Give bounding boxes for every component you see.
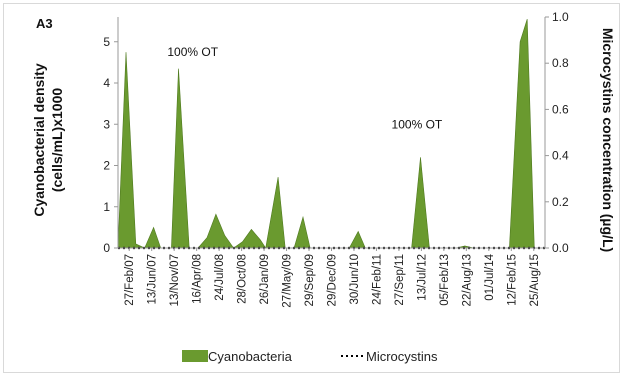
y-right-tick-label: 1.0: [552, 10, 569, 24]
legend-label-cyanobacteria: Cyanobacteria: [208, 349, 293, 364]
x-tick-label: 29/Dec/09: [327, 254, 339, 306]
y-left-tick-label: 0: [103, 241, 110, 255]
legend-label-microcystins: Microcystins: [366, 349, 438, 364]
x-tick-label: 13/Nov/07: [169, 254, 181, 306]
y-right-label: Microcystins concentration (µg/L): [600, 28, 616, 252]
x-tick-label: 30/Jun/10: [349, 254, 361, 305]
x-tick-label: 26/Jan/09: [259, 254, 271, 305]
annotation-label: 100% OT: [167, 45, 218, 59]
y-left-tick-label: 4: [103, 76, 110, 90]
y-left-tick-label: 3: [103, 117, 110, 131]
y-right-tick-label: 0.4: [552, 149, 569, 163]
x-tick-label: 01/Jul/14: [484, 253, 496, 300]
y-left-label-line1: Cyanobacterial density: [31, 63, 47, 216]
x-tick-label: 13/Jun/07: [147, 254, 159, 305]
x-tick-label: 28/Oct/08: [237, 254, 249, 304]
x-tick-label: 05/Feb/13: [439, 254, 451, 306]
x-tick-label: 24/Feb/11: [371, 254, 383, 305]
y-left-label-line2: (cells/mL)x1000: [49, 88, 65, 192]
y-left-tick-label: 1: [103, 200, 110, 214]
x-tick-label: 13/Jul/12: [416, 254, 428, 301]
y-right-tick-label: 0.0: [552, 241, 569, 255]
y-left-tick-label: 2: [103, 159, 110, 173]
y-right-tick-label: 0.6: [552, 102, 569, 116]
panel-label: A3: [36, 16, 53, 31]
x-tick-label: 12/Feb/15: [506, 254, 518, 306]
x-tick-label: 27/Sep/11: [394, 254, 406, 306]
y-right-tick-label: 0.8: [552, 56, 569, 70]
x-tick-label: 27/Feb/07: [124, 254, 136, 306]
plot-area: 0 1 2 3 4 5 0.0 0.2 0.4 0.6 0.8 1.0 27/Feb/07 13/Jun/…: [103, 10, 569, 308]
y-right-tick-label: 0.2: [552, 195, 569, 209]
x-tick-label: 24/Jul/08: [214, 254, 226, 301]
annotation-label: 100% OT: [392, 117, 443, 131]
legend: Cyanobacteria Microcystins: [182, 349, 438, 364]
x-tick-label: 29/Sep/09: [304, 254, 316, 306]
x-tick-label: 25/Aug/15: [529, 254, 541, 306]
x-tick-label: 27/May/09: [282, 254, 294, 308]
x-tick-label: 16/Apr/08: [192, 254, 204, 304]
y-left-tick-label: 5: [103, 35, 110, 49]
legend-swatch-cyanobacteria: [182, 350, 208, 362]
x-tick-label: 22/Aug/13: [461, 254, 473, 306]
